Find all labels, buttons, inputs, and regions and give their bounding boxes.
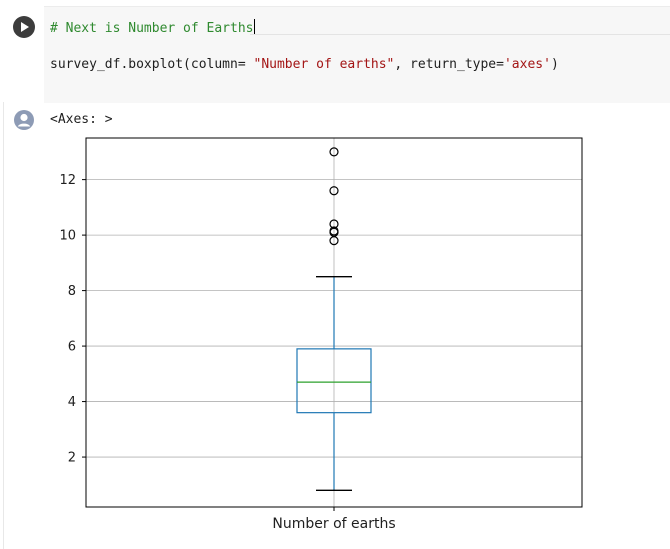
code-prefix: survey_df.boxplot(column= (50, 57, 254, 72)
code-suffix: ) (550, 57, 559, 72)
iqr-box (296, 348, 372, 414)
y-tick-label: 2 (68, 451, 76, 466)
outlier-point (329, 186, 339, 196)
code-comment: # Next is Number of Earths (50, 21, 254, 36)
y-tick-label: 10 (59, 229, 76, 244)
boxplot-chart: 2 4 6 8 10 12 Number of earths (59, 137, 583, 532)
output-avatar-icon (14, 110, 34, 130)
ticks-layer: 2 4 6 8 10 12 (59, 173, 335, 511)
code-string-return-type: 'axes' (503, 57, 551, 72)
outlier-point (329, 226, 339, 236)
xlabel-layer: Number of earths (272, 516, 395, 532)
output-gutter (3, 102, 4, 549)
y-tick-label: 6 (68, 340, 76, 355)
code-line-boxplot: survey_df.boxplot(column= "Number of ear… (50, 57, 559, 73)
code-cell: # Next is Number of Earths survey_df.box… (0, 0, 670, 103)
output-text: <Axes: > (50, 112, 113, 127)
outlier-point (329, 219, 339, 229)
editor-divider (250, 34, 670, 35)
code-mid: , return_type= (394, 57, 504, 72)
code-editor[interactable]: # Next is Number of Earths survey_df.box… (44, 6, 670, 103)
outlier-point (329, 147, 339, 157)
y-tick-label: 12 (59, 173, 76, 188)
code-line-comment: # Next is Number of Earths (50, 19, 255, 37)
y-tick-label: 8 (68, 284, 76, 299)
y-tick-label: 4 (68, 395, 76, 410)
x-tick-label: Number of earths (272, 516, 395, 532)
box-layer (296, 276, 372, 492)
outlier-layer (329, 147, 339, 246)
text-cursor (253, 19, 255, 35)
run-cell-button[interactable] (13, 16, 35, 38)
code-string-column: "Number of earths" (253, 57, 395, 72)
output-area: <Axes: > 2 4 6 8 10 12 Number of earths (0, 102, 670, 549)
